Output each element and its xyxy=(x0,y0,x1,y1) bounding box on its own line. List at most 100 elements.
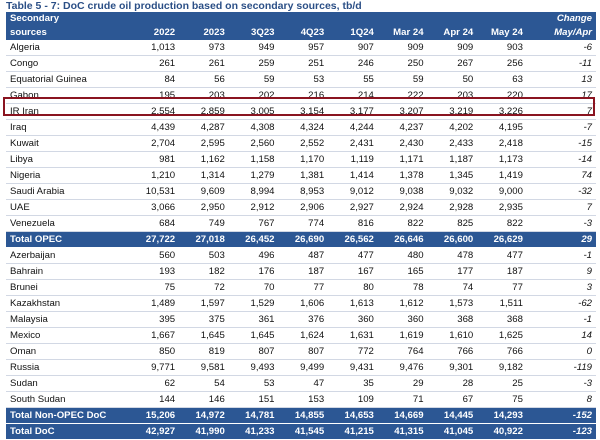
value-cell: 1,529 xyxy=(228,295,279,312)
table-row: Saudi Arabia 10,531 9,609 8,994 8,953 9,012 9,… xyxy=(6,183,596,200)
value-cell: 1,606 xyxy=(278,295,329,312)
value-cell: 71 xyxy=(377,391,428,408)
value-cell: 4,202 xyxy=(427,119,478,136)
value-cell: 72 xyxy=(179,279,229,296)
value-cell: 1,419 xyxy=(477,167,527,184)
row-label: Total Non-OPEC DoC xyxy=(6,407,130,424)
value-cell: 63 xyxy=(477,71,527,88)
change-cell: -14 xyxy=(526,151,596,168)
row-label: IR Iran xyxy=(6,103,130,120)
production-table: Secondary Change sources 2022 2023 3Q23 … xyxy=(6,12,596,440)
table-row: Gabon 195 203 202 216 214 222 203 220 17 xyxy=(6,87,596,104)
table-header: Secondary Change sources 2022 2023 3Q23 … xyxy=(6,12,596,40)
value-cell: 59 xyxy=(377,71,428,88)
change-cell: -123 xyxy=(526,423,596,440)
value-cell: 766 xyxy=(477,343,527,360)
change-cell: -11 xyxy=(526,55,596,72)
value-cell: 8,953 xyxy=(278,183,329,200)
value-cell: 477 xyxy=(477,247,527,264)
value-cell: 202 xyxy=(228,87,279,104)
value-cell: 220 xyxy=(477,87,527,104)
value-cell: 14,293 xyxy=(477,407,527,424)
value-cell: 909 xyxy=(377,40,428,56)
column-header: 1Q24 xyxy=(328,25,378,40)
table-row: Sudan 62 54 53 47 35 29 28 25 -3 xyxy=(6,375,596,392)
value-cell: 74 xyxy=(427,279,478,296)
column-header: Mar 24 xyxy=(377,25,428,40)
change-cell: -15 xyxy=(526,135,596,152)
value-cell: 9,771 xyxy=(129,359,180,376)
value-cell: 53 xyxy=(278,71,329,88)
row-label: Congo xyxy=(6,55,130,72)
table-row: Iraq 4,439 4,287 4,308 4,324 4,244 4,237 4,202 4… xyxy=(6,119,596,136)
value-cell: 1,345 xyxy=(427,167,478,184)
value-cell: 42,927 xyxy=(129,423,180,440)
row-label: Sudan xyxy=(6,375,130,392)
value-cell: 496 xyxy=(228,247,279,264)
value-cell: 26,600 xyxy=(427,231,478,248)
value-cell: 2,924 xyxy=(377,199,428,216)
value-cell: 772 xyxy=(328,343,378,360)
value-cell: 9,038 xyxy=(377,183,428,200)
change-cell: 74 xyxy=(526,167,596,184)
table-row: Malaysia 395 375 361 376 360 360 368 368 -1 xyxy=(6,311,596,328)
table-row: Russia 9,771 9,581 9,493 9,499 9,431 9,476 9,30… xyxy=(6,359,596,376)
value-cell: 77 xyxy=(477,279,527,296)
value-cell: 187 xyxy=(477,263,527,280)
value-cell: 1,158 xyxy=(228,151,279,168)
value-cell: 14,972 xyxy=(179,407,229,424)
value-cell: 26,690 xyxy=(278,231,329,248)
value-cell: 70 xyxy=(228,279,279,296)
header-label-line2: sources xyxy=(6,25,130,40)
value-cell: 2,418 xyxy=(477,135,527,152)
value-cell: 14,653 xyxy=(328,407,378,424)
value-cell: 182 xyxy=(179,263,229,280)
table-row: Congo 261 261 259 251 246 250 267 256 -11 xyxy=(6,55,596,72)
value-cell: 2,554 xyxy=(129,103,180,120)
row-label: Algeria xyxy=(6,40,130,56)
value-cell: 75 xyxy=(477,391,527,408)
value-cell: 2,560 xyxy=(228,135,279,152)
value-cell: 1,612 xyxy=(377,295,428,312)
value-cell: 3,177 xyxy=(328,103,378,120)
value-cell: 222 xyxy=(377,87,428,104)
value-cell: 764 xyxy=(377,343,428,360)
value-cell: 368 xyxy=(427,311,478,328)
change-cell: 8 xyxy=(526,391,596,408)
row-label: Equatorial Guinea xyxy=(6,71,130,88)
value-cell: 1,162 xyxy=(179,151,229,168)
value-cell: 84 xyxy=(129,71,180,88)
table-title: Table 5 - 7: DoC crude oil production ba… xyxy=(6,0,362,12)
table-row: Algeria 1,013 973 949 957 907 909 909 903 -6 xyxy=(6,40,596,56)
value-cell: 26,452 xyxy=(228,231,279,248)
row-label: Venezuela xyxy=(6,215,130,232)
value-cell: 251 xyxy=(278,55,329,72)
value-cell: 1,597 xyxy=(179,295,229,312)
value-cell: 1,667 xyxy=(129,327,180,344)
value-cell: 1,645 xyxy=(179,327,229,344)
value-cell: 50 xyxy=(427,71,478,88)
column-header: 4Q23 xyxy=(278,25,329,40)
change-cell: -1 xyxy=(526,311,596,328)
change-cell: -3 xyxy=(526,215,596,232)
value-cell: 4,244 xyxy=(328,119,378,136)
row-label: Kuwait xyxy=(6,135,130,152)
value-cell: 15,206 xyxy=(129,407,180,424)
value-cell: 1,619 xyxy=(377,327,428,344)
table-row: Libya 981 1,162 1,158 1,170 1,119 1,171 1,187 1,… xyxy=(6,151,596,168)
value-cell: 395 xyxy=(129,311,180,328)
value-cell: 144 xyxy=(129,391,180,408)
value-cell: 477 xyxy=(328,247,378,264)
row-label: Azerbaijan xyxy=(6,247,130,264)
change-cell: -119 xyxy=(526,359,596,376)
value-cell: 4,195 xyxy=(477,119,527,136)
value-cell: 3,154 xyxy=(278,103,329,120)
value-cell: 368 xyxy=(477,311,527,328)
value-cell: 4,287 xyxy=(179,119,229,136)
value-cell: 1,631 xyxy=(328,327,378,344)
value-cell: 54 xyxy=(179,375,229,392)
value-cell: 80 xyxy=(328,279,378,296)
change-cell: 7 xyxy=(526,103,596,120)
value-cell: 973 xyxy=(179,40,229,56)
value-cell: 3,226 xyxy=(477,103,527,120)
